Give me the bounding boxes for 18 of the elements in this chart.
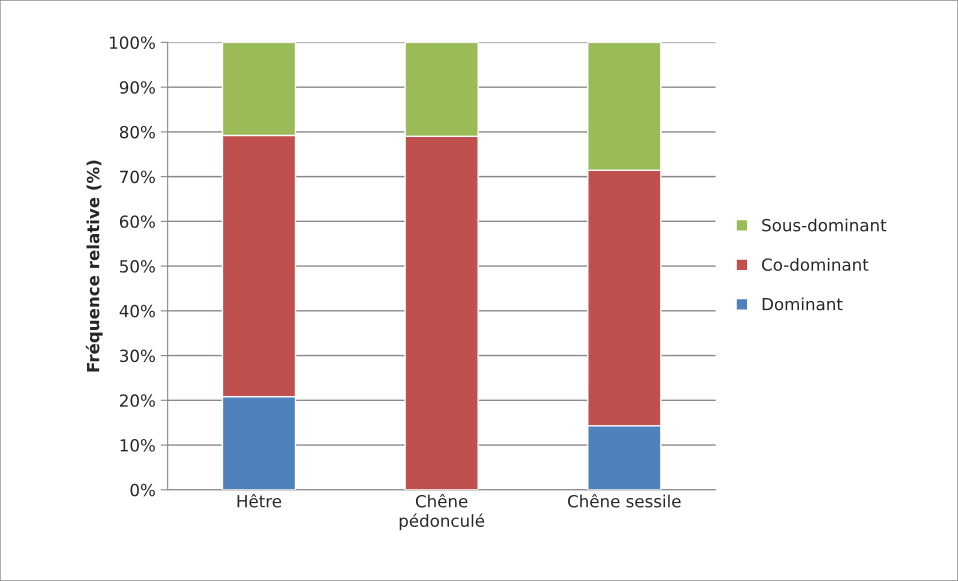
y-tick-label: 90% — [120, 81, 155, 94]
legend-label: Sous-dominant — [762, 218, 886, 232]
y-tick-label: 70% — [120, 170, 155, 184]
y-tick-label: 40% — [120, 304, 155, 318]
x-tick-label: Hêtre — [238, 494, 282, 508]
y-tick-label: 60% — [120, 215, 155, 228]
x-tick-label: Chêne pédonculé — [400, 494, 484, 530]
y-tick-label: 50% — [120, 260, 155, 273]
x-tick-label: Chêne sessile — [568, 494, 681, 508]
y-tick-label: 100% — [110, 36, 155, 49]
y-tick-label: 30% — [120, 350, 155, 362]
y-tick-label: 80% — [120, 126, 155, 138]
y-tick-label: 10% — [120, 439, 155, 452]
y-tick-label: 20% — [120, 394, 155, 407]
y-tick-label: 0% — [130, 484, 155, 496]
y-axis-title: Fréquence relative (%) — [86, 160, 103, 372]
legend-label: Dominant — [762, 297, 842, 310]
legend-label: Co-dominant — [762, 258, 868, 271]
